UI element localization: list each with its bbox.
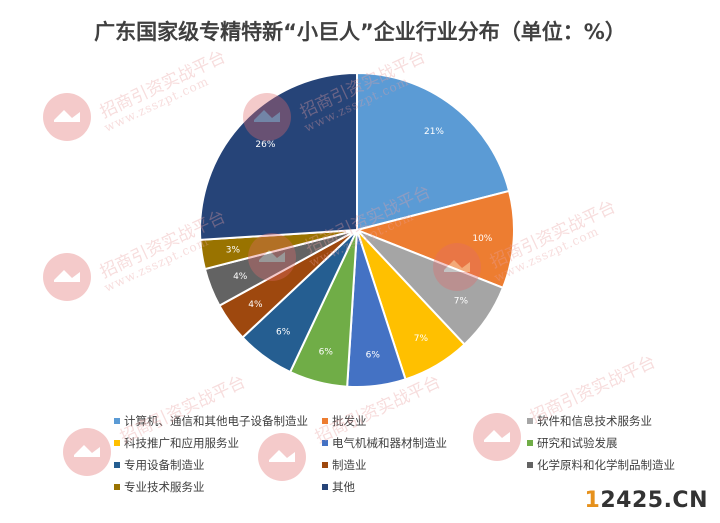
legend-swatch <box>527 440 533 446</box>
legend-item: 软件和信息技术服务业 <box>527 412 704 430</box>
legend-item: 电气机械和器材制造业 <box>322 434 527 452</box>
slice-data-label: 6% <box>276 328 291 338</box>
legend-item: 化学原料和化学制品制造业 <box>527 456 704 474</box>
slice-data-label: 4% <box>233 272 248 282</box>
legend-swatch <box>527 462 533 468</box>
legend-swatch <box>322 462 328 468</box>
slice-data-label: 26% <box>255 140 275 150</box>
legend-swatch <box>322 418 328 424</box>
legend-swatch <box>114 484 120 490</box>
legend-label: 化学原料和化学制品制造业 <box>537 458 675 472</box>
pie-slice <box>199 71 358 241</box>
slice-data-label: 4% <box>248 300 263 310</box>
legend-item: 研究和试验发展 <box>527 434 704 452</box>
legend-swatch <box>322 484 328 490</box>
legend-item: 制造业 <box>322 456 527 474</box>
slice-data-label: 10% <box>472 234 492 244</box>
legend-label: 软件和信息技术服务业 <box>537 414 652 428</box>
slice-data-label: 7% <box>414 334 429 344</box>
legend-swatch <box>114 462 120 468</box>
legend-item: 专用设备制造业 <box>114 456 322 474</box>
legend-swatch <box>527 418 533 424</box>
legend-label: 科技推广和应用服务业 <box>124 436 239 450</box>
legend-item: 计算机、通信和其他电子设备制造业 <box>114 412 322 430</box>
legend-swatch <box>114 440 120 446</box>
slice-data-label: 6% <box>319 348 334 358</box>
watermark-logo-icon <box>63 428 111 476</box>
legend-swatch <box>322 440 328 446</box>
legend-label: 专业技术服务业 <box>124 480 205 494</box>
legend-label: 计算机、通信和其他电子设备制造业 <box>124 414 308 428</box>
legend-item: 科技推广和应用服务业 <box>114 434 322 452</box>
slice-data-label: 21% <box>424 127 444 137</box>
legend-label: 批发业 <box>332 414 367 428</box>
chart-legend: 计算机、通信和其他电子设备制造业 批发业 软件和信息技术服务业科技推广和应用服务业 电… <box>114 412 704 496</box>
pie-chart: 21% 10% 7% 7% 6% 6% 6% 4% 4% 3% 26% <box>199 71 515 388</box>
legend-item: 专业技术服务业 <box>114 478 322 496</box>
legend-label: 其他 <box>332 480 355 494</box>
site-logo: 12425.CN <box>584 488 708 513</box>
legend-swatch <box>114 418 120 424</box>
slice-data-label: 3% <box>226 246 241 256</box>
slice-data-label: 7% <box>454 297 469 307</box>
legend-label: 电气机械和器材制造业 <box>332 436 447 450</box>
legend-item: 批发业 <box>322 412 527 430</box>
legend-label: 制造业 <box>332 458 367 472</box>
legend-label: 专用设备制造业 <box>124 458 205 472</box>
legend-item: 其他 <box>322 478 527 496</box>
pie-slice <box>356 71 511 232</box>
chart-title: 广东国家级专精特新“小巨人”企业行业分布（单位：%） <box>94 20 626 44</box>
slice-data-label: 6% <box>366 351 381 361</box>
legend-label: 研究和试验发展 <box>537 436 618 450</box>
pie-slice <box>353 189 515 290</box>
